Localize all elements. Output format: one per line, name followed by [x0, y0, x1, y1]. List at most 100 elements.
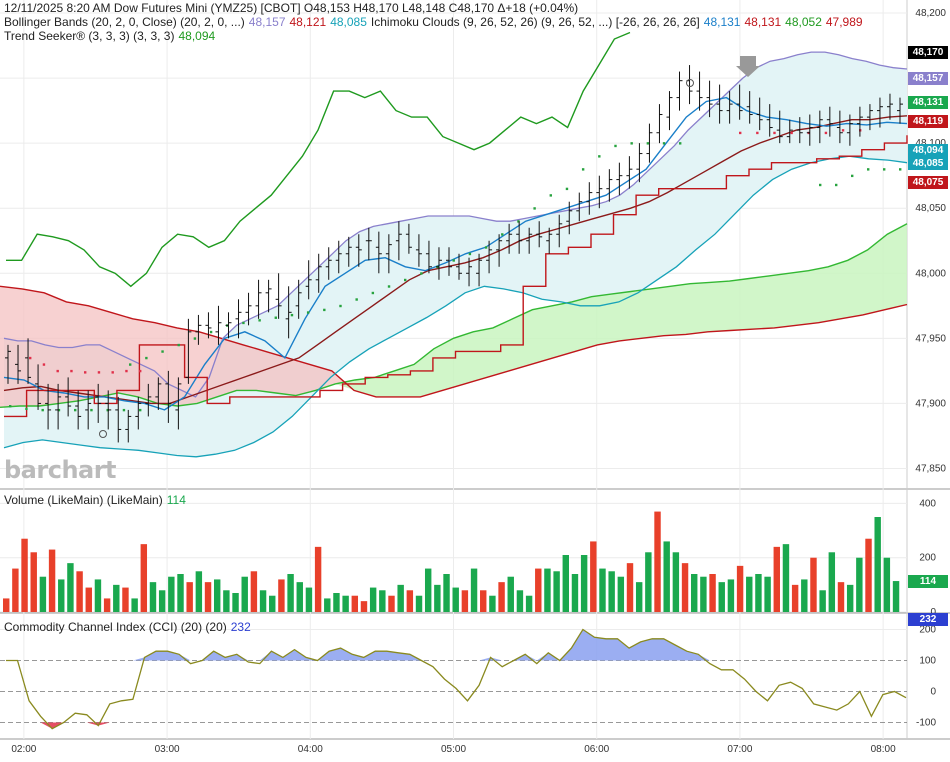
- trend-seeker-dot: [533, 207, 536, 210]
- volume-bar: [58, 579, 65, 612]
- volume-bar: [39, 576, 47, 612]
- x-tick-label: 07:00: [727, 744, 752, 755]
- trend-seeker-dot: [517, 220, 520, 223]
- trend-seeker-dot: [106, 408, 109, 412]
- volume-bar: [562, 555, 570, 612]
- volume-bar: [480, 590, 487, 612]
- volume-bar: [810, 557, 817, 612]
- volume-bar: [498, 582, 505, 612]
- volume-bar: [195, 571, 203, 612]
- trend-seeker-dot: [387, 285, 391, 288]
- volume-bar: [324, 598, 331, 612]
- volume-bar: [571, 574, 579, 612]
- trend-seeker-dot: [9, 405, 12, 408]
- trend-seeker-dot: [57, 408, 61, 412]
- volume-bar: [296, 582, 303, 612]
- volume-bar: [645, 552, 652, 612]
- quote-header: 12/11/2025 8:20 AM Dow Futures Mini (YMZ…: [4, 1, 582, 15]
- volume-bar: [48, 549, 56, 612]
- trend-seeker-dot: [323, 308, 326, 312]
- trend-seeker-dot: [97, 371, 101, 374]
- ichimoku-span-a-value: 48,052: [785, 15, 822, 29]
- volume-bar: [406, 590, 414, 612]
- trend-seeker-dot: [139, 408, 142, 412]
- volume-bar: [186, 582, 193, 612]
- cci-oversold-fill: [6, 722, 906, 729]
- volume-bar: [599, 568, 606, 612]
- volume-bar: [535, 568, 542, 612]
- volume-bar: [617, 576, 625, 612]
- volume-legend[interactable]: Volume (LikeMain) (LikeMain) 114: [4, 493, 190, 507]
- trend-seeker-dot: [242, 321, 245, 325]
- volume-bar: [241, 576, 248, 612]
- volume-bar: [213, 579, 221, 612]
- volume-bar: [149, 582, 157, 612]
- volume-bar: [113, 584, 120, 612]
- trend-seeker-dot: [125, 369, 128, 373]
- span-a-line: [0, 223, 908, 408]
- volume-bar: [544, 568, 551, 612]
- volume-bar: [580, 555, 588, 612]
- trend-seeker-dot: [773, 131, 776, 135]
- trend-seeker-dot: [899, 168, 902, 171]
- volume-bar: [470, 568, 478, 612]
- x-tick-label: 02:00: [11, 744, 36, 755]
- volume-bar: [819, 590, 826, 612]
- trend-seeker-dot: [29, 356, 32, 360]
- price-badge: 48,131: [908, 96, 948, 110]
- volume-bar: [158, 590, 166, 612]
- bb-upper-value: 48,157: [248, 15, 286, 29]
- trend-seeker-dot: [306, 311, 310, 314]
- down-arrow-marker: [736, 56, 760, 77]
- volume-bar: [672, 552, 680, 612]
- volume-bar: [204, 582, 212, 612]
- cci-tick-label: 100: [919, 656, 936, 667]
- trend-seeker-legend[interactable]: Trend Seeker® (3, 3, 3) (3, 3, 3) 48,094: [4, 29, 219, 43]
- cci-tick-label: 200: [919, 625, 936, 636]
- trend-seeker-dot: [84, 371, 87, 374]
- trend-seeker-dot: [841, 129, 845, 132]
- volume-bar: [846, 584, 854, 612]
- volume-bar: [874, 517, 881, 612]
- volume-bar: [443, 574, 450, 612]
- volume-bar: [452, 587, 459, 612]
- price-badge: 48,085: [908, 157, 948, 171]
- volume-bar: [626, 563, 634, 612]
- trend-seeker-dot: [630, 142, 633, 145]
- barchart-watermark: barchart: [4, 456, 117, 484]
- trend-seeker-dot: [258, 319, 261, 322]
- trend-seeker-dot: [679, 142, 682, 145]
- volume-bar: [223, 590, 230, 612]
- trend-seeker-dot: [290, 313, 294, 317]
- trend-seeker-dot: [209, 330, 213, 334]
- volume-bar: [168, 576, 175, 612]
- trend-seeker-dot: [274, 316, 277, 319]
- volume-bar: [746, 576, 753, 612]
- trend-seeker-dot: [145, 356, 148, 360]
- bollinger-legend[interactable]: Bollinger Bands (20, 2, 0, Close) (20, 2…: [4, 15, 867, 29]
- ichimoku-label[interactable]: Ichimoku Clouds (9, 26, 52, 26) (9, 26, …: [370, 15, 700, 29]
- trend-seeker-dot: [867, 168, 870, 171]
- volume-bar: [709, 574, 716, 612]
- volume-bar: [837, 582, 845, 612]
- volume-bar: [700, 576, 707, 612]
- cci-value: 232: [230, 620, 251, 634]
- volume-bar: [424, 568, 432, 612]
- volume-bar: [865, 538, 872, 612]
- price-badge: 48,119: [908, 114, 948, 128]
- x-tick-label: 05:00: [441, 744, 466, 755]
- volume-bar: [608, 571, 615, 612]
- quote-line: 12/11/2025 8:20 AM Dow Futures Mini (YMZ…: [4, 1, 579, 15]
- trend-seeker-dot: [549, 194, 552, 197]
- price-badge: 48,075: [908, 175, 948, 189]
- volume-tick-label: 200: [919, 553, 936, 564]
- cci-legend[interactable]: Commodity Channel Index (CCI) (20) (20) 2…: [4, 620, 255, 634]
- volume-tick-label: 0: [930, 607, 936, 618]
- volume-bar: [3, 598, 10, 612]
- volume-bar: [415, 595, 423, 612]
- volume-bar: [397, 584, 404, 612]
- bb-mid-value: 48,121: [289, 15, 327, 29]
- trend-seeker-dot: [25, 407, 28, 411]
- trend-seeker-label: Trend Seeker® (3, 3, 3) (3, 3, 3): [4, 29, 175, 43]
